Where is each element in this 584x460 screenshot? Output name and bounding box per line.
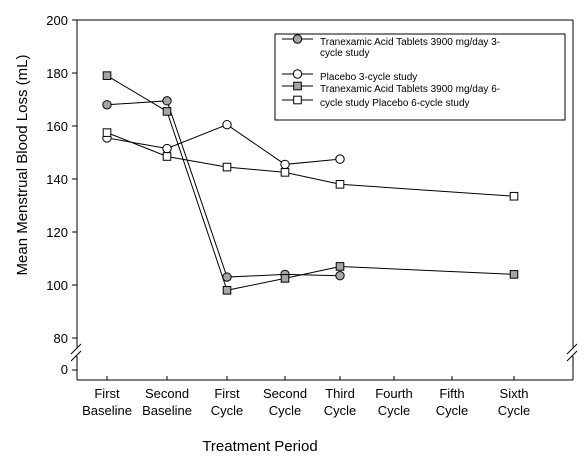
legend-marker <box>292 69 303 79</box>
series-3-point <box>222 286 232 295</box>
y-tick-label: 80 <box>54 331 68 346</box>
y-tick-label: 160 <box>46 119 68 134</box>
series-4-point <box>102 128 112 137</box>
x-axis-title: Treatment Period <box>202 438 317 455</box>
x-category-label: Second Cycle <box>263 386 307 418</box>
series-line-2 <box>106 124 341 165</box>
series-3-point <box>102 71 112 80</box>
series-3-point <box>335 262 345 271</box>
series-1-point <box>162 96 172 106</box>
series-4-point <box>162 152 172 161</box>
axes <box>70 19 578 381</box>
series-3-point <box>509 270 519 279</box>
series-4-point <box>280 168 290 177</box>
legend: Tranexamic Acid Tablets 3900 mg/day 3-cy… <box>274 33 566 121</box>
series-3-point <box>280 274 290 283</box>
x-categories: First Baseline Second Baseline First Cycle Sec… <box>82 376 530 418</box>
y-ticks: 80 100 120 140 160 180 200 0 <box>46 13 77 377</box>
series-2-point <box>280 159 290 170</box>
right-axis-break-mark <box>566 350 578 362</box>
legend-marker <box>293 81 302 91</box>
series-2-point <box>222 119 232 130</box>
series-line-3 <box>106 75 515 291</box>
series-4-point <box>509 191 519 201</box>
legend-label: cycle study Placebo 6-cycle study <box>320 98 470 109</box>
x-category-label: Fourth Cycle <box>375 386 413 418</box>
series-line-4 <box>106 132 515 197</box>
series-1-point <box>335 271 345 281</box>
y-tick-label: 200 <box>46 13 68 28</box>
legend-label: Tranexamic Acid Tablets 3900 mg/day 6- <box>320 84 500 95</box>
x-category-label: Third Cycle <box>324 386 357 418</box>
series-3-point <box>162 107 172 116</box>
series-2-point <box>335 154 345 164</box>
legend-marker <box>293 95 302 105</box>
series-1-point <box>222 272 232 282</box>
y-axis-break-mark <box>70 350 82 362</box>
x-category-label: First Baseline <box>82 386 132 418</box>
legend-label: Placebo 3-cycle study <box>320 72 417 83</box>
x-category-label: First Cycle <box>211 386 244 418</box>
series-4-point <box>222 162 232 172</box>
y-axis-break-mark <box>70 343 82 355</box>
y-tick-label-zero: 0 <box>61 362 68 377</box>
y-tick-label: 100 <box>46 278 68 293</box>
series-2-point <box>162 143 172 154</box>
y-axis-title: Mean Menstrual Blood Loss (mL) <box>14 55 31 276</box>
legend-marker <box>292 34 303 44</box>
series-4-point <box>335 180 345 189</box>
y-tick-label: 180 <box>46 66 68 81</box>
series-1-point <box>102 100 112 110</box>
legend-box <box>274 33 566 121</box>
legend-label: cycle study <box>320 48 369 59</box>
x-category-label: Fifth Cycle <box>436 386 469 418</box>
series-points <box>102 71 519 295</box>
right-axis-break-mark <box>566 343 578 355</box>
x-category-label: Sixth Cycle <box>498 386 531 418</box>
y-tick-label: 120 <box>46 225 68 240</box>
x-category-label: Second Baseline <box>142 386 192 418</box>
legend-label: Tranexamic Acid Tablets 3900 mg/day 3- <box>320 37 500 48</box>
y-tick-label: 140 <box>46 172 68 187</box>
